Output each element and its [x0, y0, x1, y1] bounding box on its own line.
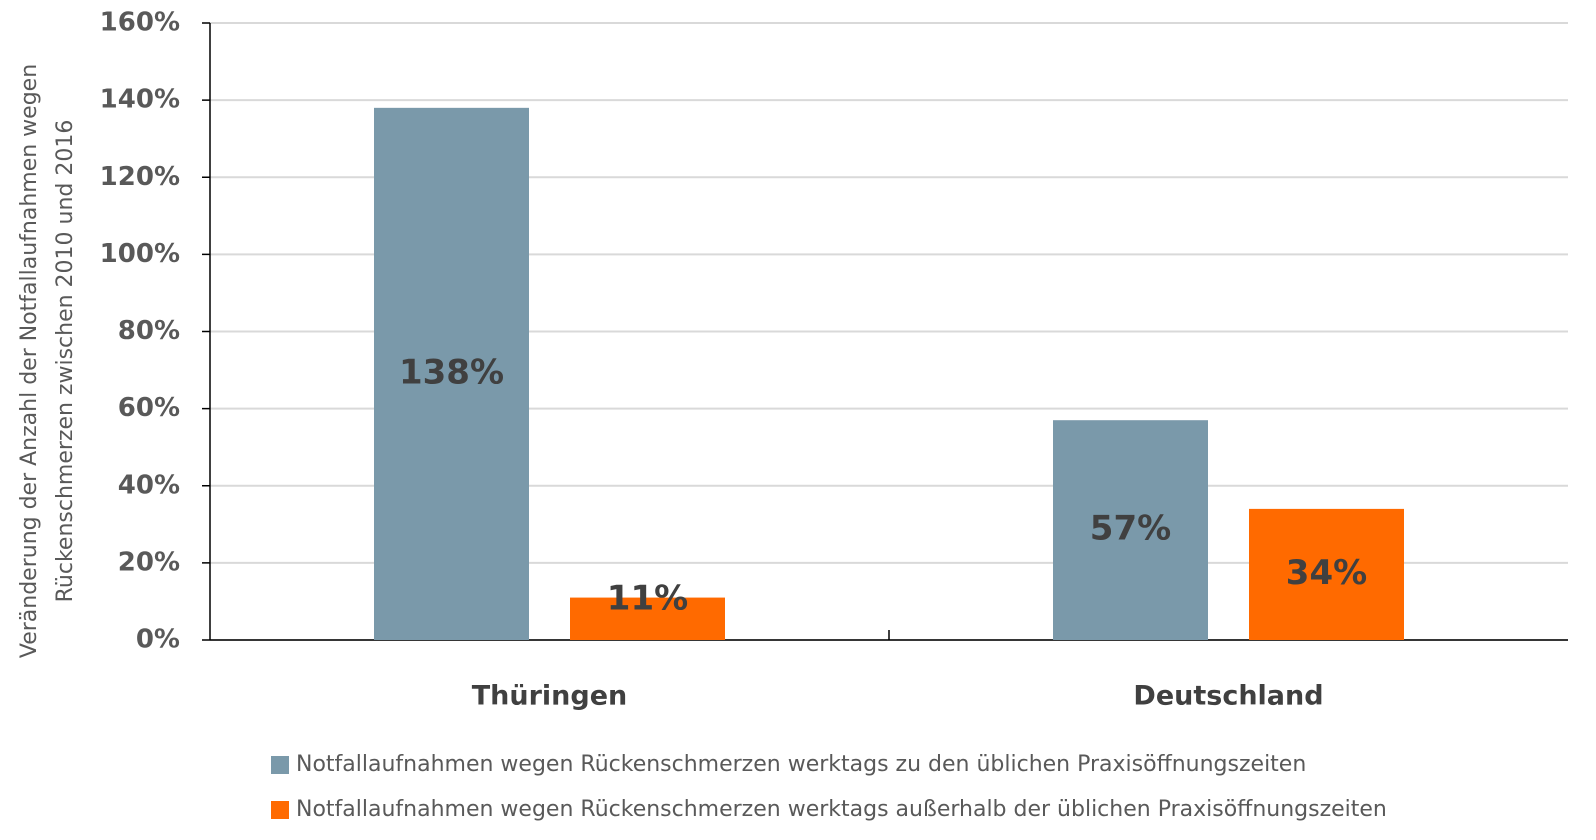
- y-tick-label: 80%: [118, 316, 180, 346]
- y-axis-title: Rückenschmerzen zwischen 2010 und 2016: [53, 120, 78, 603]
- bar: [570, 597, 725, 640]
- y-tick-label: 0%: [136, 625, 180, 655]
- bar: [1249, 508, 1404, 640]
- legend-label: Notfallaufnahmen wegen Rückenschmerzen w…: [296, 797, 1387, 822]
- data-label: 138%: [399, 352, 504, 392]
- bar: [374, 107, 529, 640]
- y-axis-title: Veränderung der Anzahl der Notfallaufnah…: [17, 64, 42, 658]
- x-tick-label: Thüringen: [472, 681, 628, 712]
- legend-label: Notfallaufnahmen wegen Rückenschmerzen w…: [296, 752, 1306, 777]
- y-tick-label: 160%: [100, 8, 180, 38]
- legend-swatch: [271, 801, 289, 819]
- y-tick-label: 120%: [100, 162, 180, 192]
- data-label: 11%: [607, 579, 688, 619]
- y-tick-label: 40%: [118, 470, 180, 500]
- data-label: 34%: [1286, 553, 1367, 593]
- y-tick-label: 60%: [118, 393, 180, 423]
- y-tick-label: 100%: [100, 239, 180, 269]
- x-tick-label: Deutschland: [1133, 681, 1323, 712]
- data-label: 57%: [1090, 509, 1171, 549]
- bar: [1053, 420, 1208, 640]
- legend-swatch: [271, 756, 289, 774]
- y-tick-label: 20%: [118, 547, 180, 577]
- y-tick-label: 140%: [100, 85, 180, 115]
